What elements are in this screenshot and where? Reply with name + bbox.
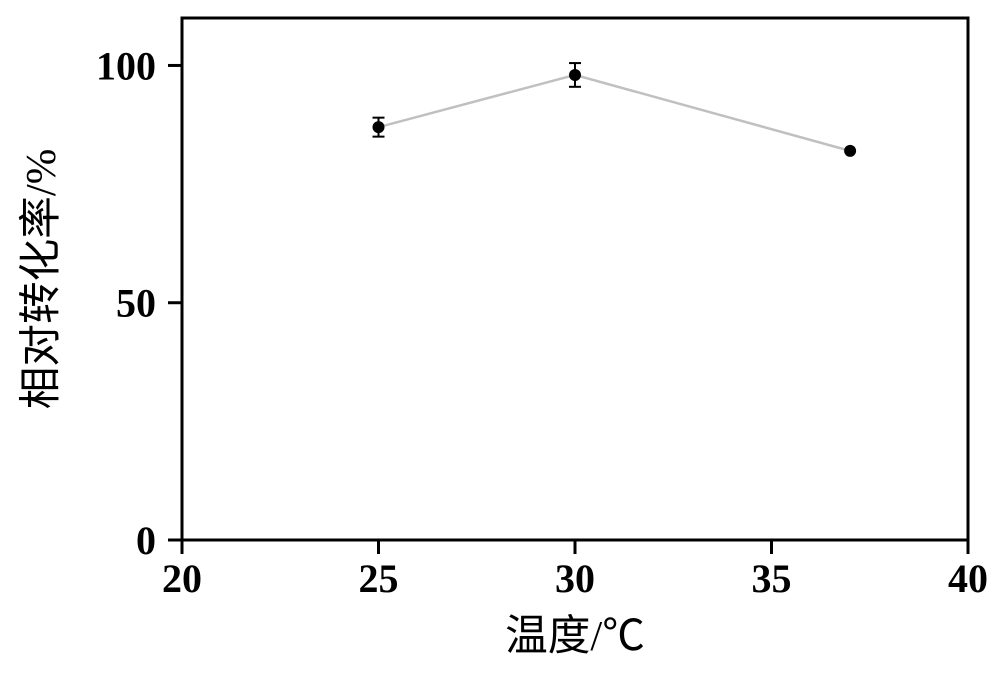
y-tick-label: 50: [116, 281, 156, 326]
series-line: [379, 75, 851, 151]
x-tick-label: 20: [162, 556, 202, 601]
y-axis-title: 相对转化率/%: [17, 149, 65, 410]
x-tick-label: 40: [948, 556, 988, 601]
x-tick-label: 25: [359, 556, 399, 601]
x-tick-label: 35: [752, 556, 792, 601]
plot-frame: [182, 18, 968, 540]
data-point: [569, 69, 581, 81]
chart-container: 20 25 30 35 40 0 50 100 温度/℃ 相对转化率/%: [0, 0, 1000, 687]
chart-svg: 20 25 30 35 40 0 50 100 温度/℃ 相对转化率/%: [0, 0, 1000, 687]
y-tick-label: 100: [96, 43, 156, 88]
data-point: [373, 121, 385, 133]
data-point: [844, 145, 856, 157]
y-tick-label: 0: [136, 518, 156, 563]
x-tick-label: 30: [555, 556, 595, 601]
x-axis-title: 温度/℃: [505, 613, 645, 660]
